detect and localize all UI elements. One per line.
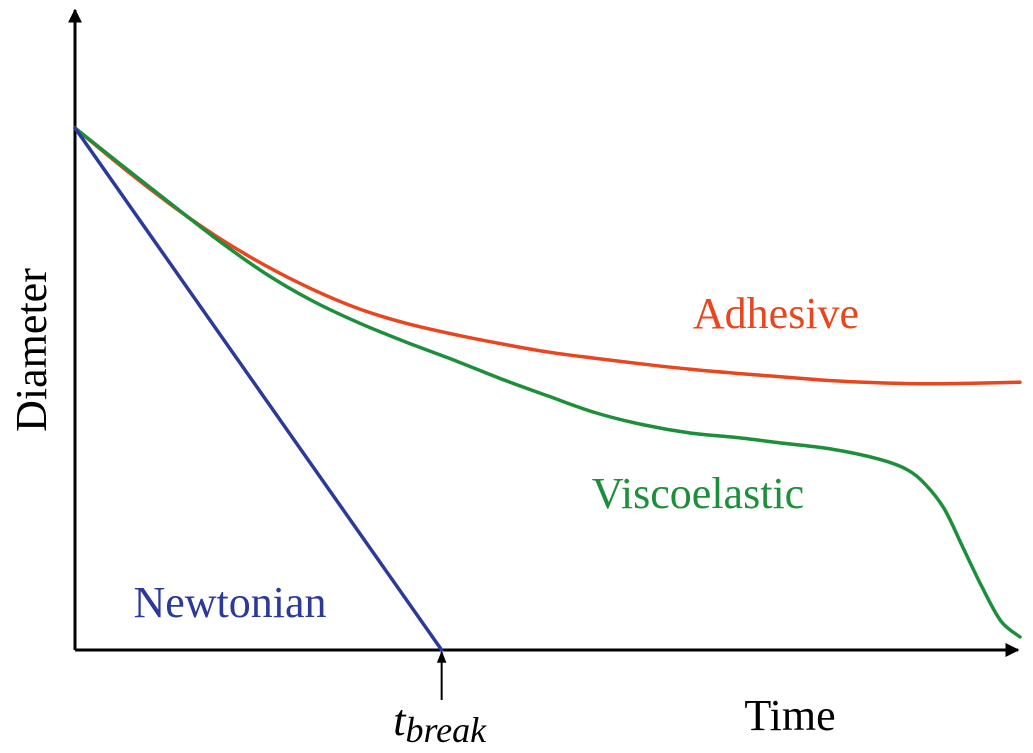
t-break-label: tbreak — [393, 696, 487, 750]
series-line-adhesive — [73, 126, 1022, 386]
y-axis-label: Diameter — [7, 268, 56, 432]
t-break-subscript: break — [405, 710, 487, 750]
series-label-adhesive: Adhesive — [693, 289, 859, 338]
series-label-newtonian: Newtonian — [133, 578, 326, 627]
series-line-newtonian — [73, 126, 444, 652]
x-axis-label: Time — [744, 691, 835, 740]
series-label-viscoelastic: Viscoelastic — [592, 469, 804, 518]
t-break-main: t — [393, 696, 407, 745]
series-line-viscoelastic — [73, 126, 1022, 639]
